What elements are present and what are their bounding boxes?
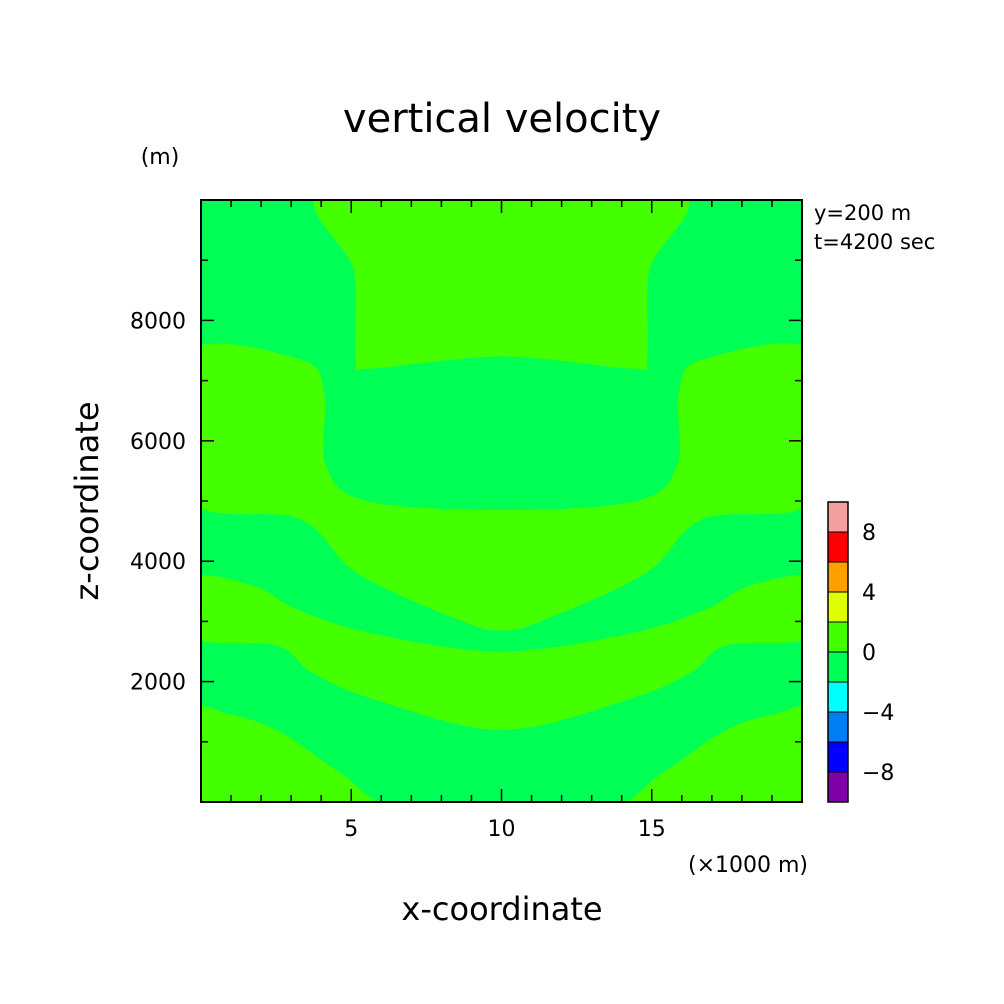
x-unit-label: (×1000 m): [688, 853, 808, 878]
contour-upper-center-plume: [313, 200, 690, 371]
y-tick-label: 4000: [130, 550, 186, 575]
x-axis-label: x-coordinate: [401, 890, 602, 928]
colorbar: −8 −4 0 4 8: [827, 501, 894, 803]
chart-title: vertical velocity: [343, 96, 661, 142]
colorbar-swatch: [827, 741, 849, 773]
y-tick-label: 2000: [130, 671, 186, 696]
colorbar-swatch: [827, 621, 849, 653]
annotation-t: t=4200 sec: [814, 230, 935, 254]
colorbar-tick-label: 4: [862, 581, 876, 606]
colorbar-swatch: [827, 591, 849, 623]
colorbar-swatch: [827, 531, 849, 563]
y-tick-label: 6000: [130, 430, 186, 455]
y-unit-label: (m): [141, 145, 180, 170]
colorbar-swatch: [827, 711, 849, 743]
x-tick-label: 5: [344, 817, 358, 842]
colorbar-swatch: [827, 681, 849, 713]
contour-bottom-left-lobe: [201, 705, 376, 802]
y-axis-label: z-coordinate: [68, 401, 106, 600]
colorbar-tick-label: 0: [862, 641, 876, 666]
colorbar-swatch: [827, 561, 849, 593]
contour-bottom-right-lobe: [627, 705, 802, 802]
colorbar-frame: [827, 501, 849, 803]
annotation-y: y=200 m: [814, 201, 911, 225]
y-tick-label: 8000: [130, 309, 186, 334]
x-tick-label: 15: [638, 817, 666, 842]
colorbar-swatch: [827, 651, 849, 683]
plot-area: [200, 199, 803, 803]
contour-mid-band: [201, 343, 802, 631]
colorbar-tick-label: −8: [862, 761, 894, 786]
colorbar-swatch: [827, 771, 849, 803]
colorbar-tick-label: 8: [862, 521, 876, 546]
x-tick-label: 10: [488, 817, 516, 842]
colorbar-tick-label: −4: [862, 701, 894, 726]
colorbar-swatch: [827, 501, 849, 533]
contour-lower-band: [201, 574, 802, 730]
